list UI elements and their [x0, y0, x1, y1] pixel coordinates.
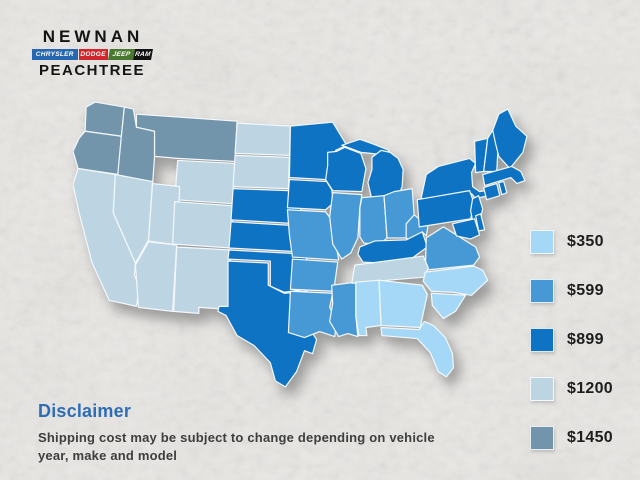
state-WI: [325, 146, 367, 193]
state-NM: [173, 246, 232, 315]
state-FL: [380, 320, 455, 378]
disclaimer-heading: Disclaimer: [38, 401, 132, 421]
state-WA: [84, 101, 125, 137]
brand-chrysler: CHRYSLER: [32, 49, 78, 60]
legend-item-1450: $1450: [530, 425, 613, 450]
state-RI: [498, 180, 508, 196]
state-CO: [172, 201, 234, 249]
state-KY: [357, 231, 428, 264]
state-NV: [112, 173, 154, 264]
state-IN: [359, 195, 388, 246]
state-AL: [355, 279, 382, 337]
legend-label-1200: $1200: [567, 379, 613, 397]
state-NC: [422, 265, 489, 296]
state-WY: [174, 159, 236, 205]
price-legend: $350 $599 $899 $1200 $1450: [530, 229, 613, 475]
legend-label-1450: $1450: [567, 428, 613, 446]
state-SD: [232, 154, 291, 190]
state-MD: [451, 218, 481, 240]
legend-swatch-350: [530, 229, 554, 254]
legend-item-1200: $1200: [530, 376, 613, 401]
brand-bar: CHRYSLER DODGE JEEP RAM: [32, 49, 153, 60]
state-DE: [475, 213, 486, 232]
brand-jeep: JEEP: [107, 49, 135, 60]
brand-dodge: DODGE: [78, 49, 108, 60]
state-ND: [234, 122, 292, 156]
legend-item-899: $899: [530, 327, 613, 352]
us-shipping-map: [72, 94, 531, 406]
dealer-name: NEWNAN: [42, 27, 144, 46]
legend-swatch-1200: [530, 376, 554, 401]
state-AR: [289, 258, 339, 292]
state-GA: [378, 279, 428, 329]
legend-swatch-899: [530, 327, 554, 352]
legend-item-350: $350: [530, 229, 613, 254]
disclaimer-text: Shipping cost may be subject to change d…: [38, 430, 435, 463]
state-OR: [72, 130, 122, 176]
legend-label-899: $899: [567, 330, 604, 348]
dealer-logo: NEWNAN CHRYSLER DODGE JEEP RAM PEACHTREE: [32, 27, 153, 79]
legend-swatch-599: [530, 278, 554, 303]
state-LA: [287, 290, 338, 339]
state-SC: [430, 292, 467, 320]
state-MA: [482, 165, 526, 187]
legend-label-599: $599: [567, 281, 604, 299]
legend-label-350: $350: [567, 232, 604, 250]
state-MI: [367, 149, 404, 203]
state-CT: [483, 182, 501, 201]
legend-swatch-1450: [530, 425, 554, 450]
disclaimer-section: Disclaimer Shipping cost may be subject …: [38, 401, 458, 464]
state-NY: [420, 157, 493, 203]
state-MS: [329, 281, 359, 338]
brand-ram: RAM: [133, 49, 153, 60]
state-AZ: [134, 241, 178, 312]
dealer-location: PEACHTREE: [38, 62, 145, 79]
state-ME: [492, 108, 528, 170]
legend-item-599: $599: [530, 278, 613, 303]
state-IA: [286, 178, 335, 211]
